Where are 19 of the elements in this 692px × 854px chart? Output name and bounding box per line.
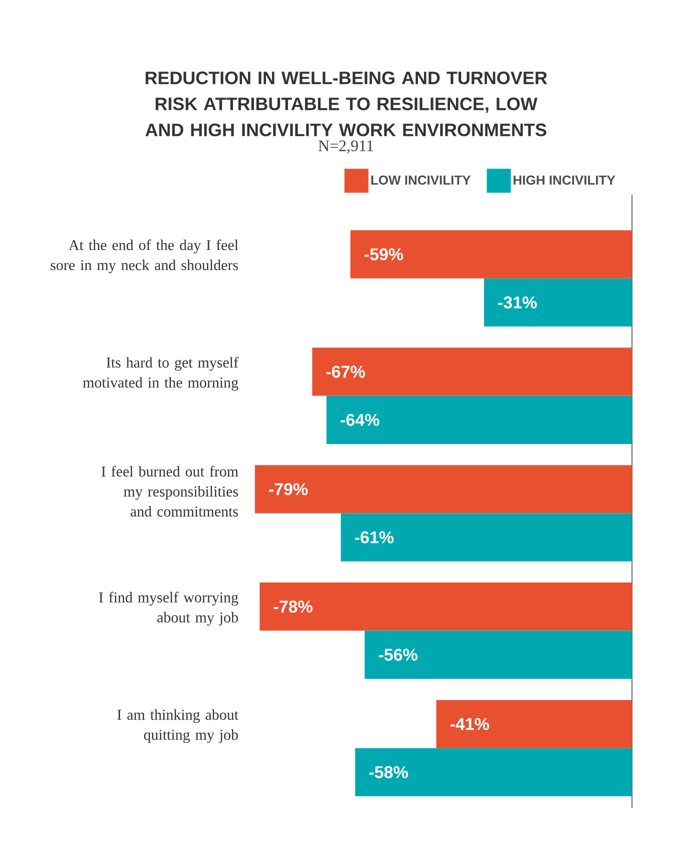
data-label: -78% — [274, 600, 312, 613]
y-tick-label: Its hard to get myself motivated in the morning — [82, 356, 238, 391]
legend-label: HIGH INCIVILITY — [514, 176, 616, 185]
y-tick-label: I feel burned out from my responsibilities and commitments — [102, 466, 238, 517]
data-label: -64% — [340, 414, 380, 426]
data-label: -58% — [369, 766, 408, 778]
data-label: -41% — [450, 718, 490, 730]
y-tick-label: At the end of the day I feel sore in my neck and shoulders — [50, 239, 238, 274]
chart-title: REDUCTION IN WELL-BEING AND TURNOVER RISK ATTRIBUTABLE TO RESILIENCE, LOW AND HIGH INCIVILITY WORK ENVIRONMENTS — [145, 72, 548, 136]
chart-subtitle: N=2,911 — [318, 140, 374, 154]
data-label: -79% — [269, 483, 308, 496]
data-label: -59% — [364, 248, 404, 260]
y-tick-label: I find myself worrying about my job — [99, 592, 238, 626]
data-label: -61% — [355, 531, 394, 544]
y-tick-label: I am thinking about quitting my job — [117, 709, 238, 743]
data-label: -31% — [498, 296, 537, 308]
legend-label: LOW INCIVILITY — [371, 176, 471, 185]
data-label: -56% — [378, 648, 418, 661]
data-label: -67% — [326, 366, 365, 378]
